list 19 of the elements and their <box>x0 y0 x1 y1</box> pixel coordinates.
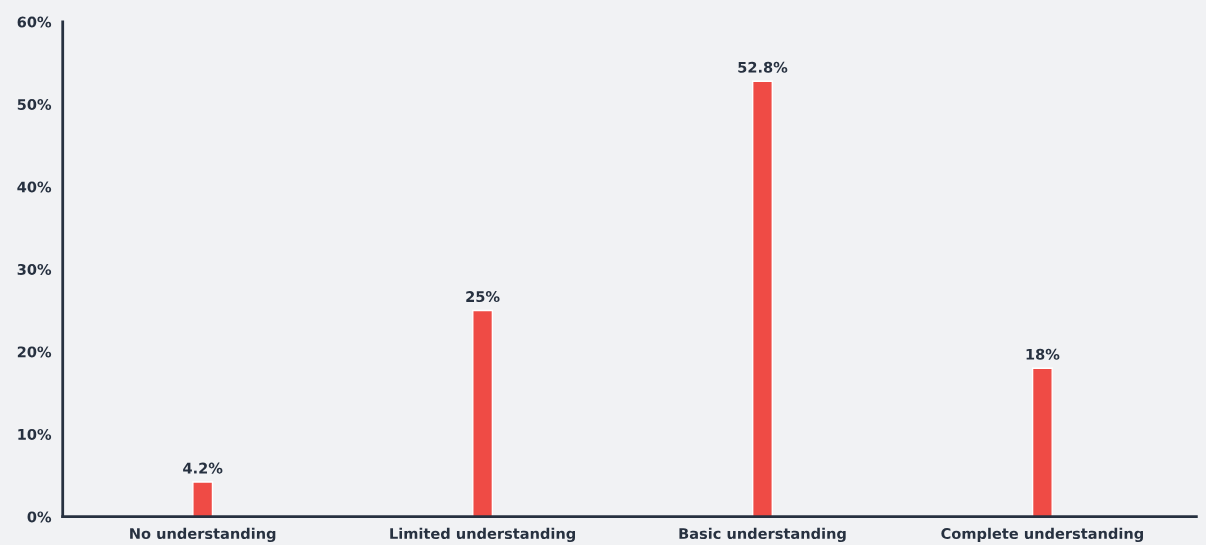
bar <box>1031 367 1053 517</box>
x-tick-label: Basic understanding <box>679 527 846 542</box>
bar <box>472 309 494 517</box>
y-tick-label: 60% <box>17 16 52 28</box>
y-tick-label: 10% <box>18 428 52 440</box>
data-label: 4.2% <box>183 462 223 474</box>
y-tick-label: 40% <box>17 181 52 193</box>
data-label: 52.8% <box>738 61 788 73</box>
y-tick-label: 20% <box>17 346 52 358</box>
data-label: 18% <box>1026 348 1060 360</box>
bar <box>751 80 773 517</box>
y-tick-label: 50% <box>17 98 52 111</box>
x-tick-label: Limited understanding <box>390 527 575 542</box>
y-tick-label: 30% <box>17 263 52 275</box>
x-tick-label: Complete understanding <box>941 527 1143 542</box>
data-label: 25% <box>466 291 500 303</box>
x-tick-label: No understanding <box>130 527 276 542</box>
bar <box>192 481 214 517</box>
y-tick-label: 0% <box>27 511 52 523</box>
